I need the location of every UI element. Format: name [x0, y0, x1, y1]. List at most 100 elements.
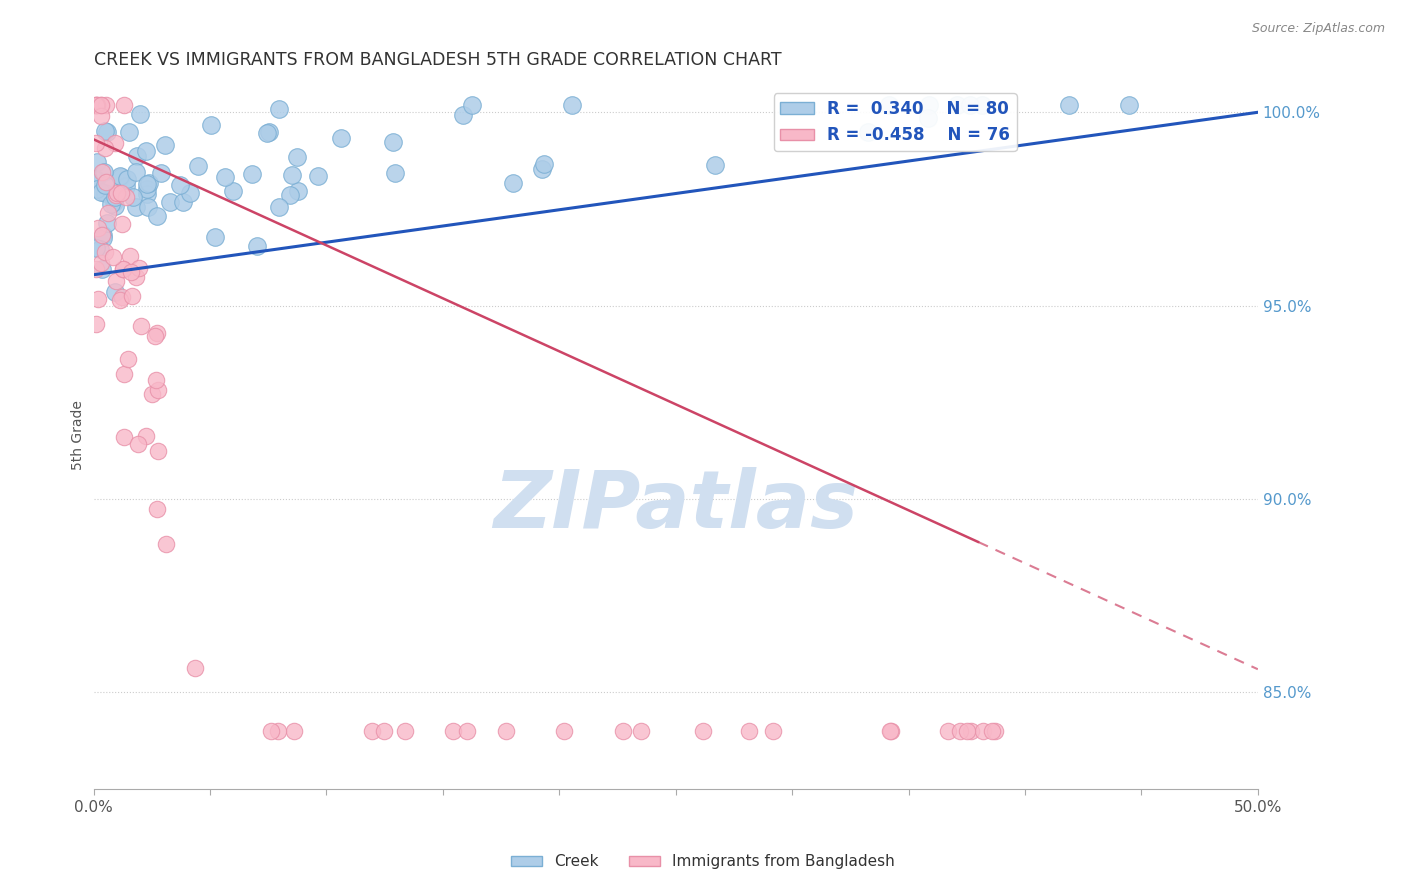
Point: [214, 170, 236, 185]
Point: [267, 724, 290, 739]
Point: [96, 206, 118, 220]
Point: [285, 149, 308, 163]
Point: [93, 231, 115, 245]
Point: [112, 261, 135, 276]
Point: [90, 165, 112, 179]
Point: [136, 200, 159, 214]
Point: [104, 190, 127, 204]
Point: [456, 724, 478, 739]
Point: [877, 97, 900, 112]
Point: [125, 149, 148, 163]
Point: [135, 429, 157, 443]
Point: [762, 724, 785, 739]
Point: [112, 97, 135, 112]
Point: [692, 724, 714, 739]
Point: [104, 274, 127, 288]
Legend: Creek, Immigrants from Bangladesh: Creek, Immigrants from Bangladesh: [505, 848, 901, 875]
Point: [269, 200, 291, 214]
Point: [136, 182, 159, 196]
Point: [91, 227, 114, 242]
Point: [146, 326, 169, 340]
Point: [200, 119, 222, 133]
Point: [946, 97, 969, 112]
Point: [561, 97, 583, 112]
Point: [145, 373, 167, 387]
Point: [128, 107, 150, 121]
Point: [531, 162, 554, 177]
Point: [880, 724, 903, 739]
Point: [108, 169, 131, 183]
Point: [127, 436, 149, 450]
Point: [960, 724, 983, 739]
Point: [112, 368, 135, 382]
Point: [917, 111, 939, 125]
Point: [146, 444, 169, 458]
Point: [124, 200, 146, 214]
Point: [630, 724, 652, 739]
Point: [222, 184, 245, 198]
Point: [90, 97, 112, 112]
Text: CREEK VS IMMIGRANTS FROM BANGLADESH 5TH GRADE CORRELATION CHART: CREEK VS IMMIGRANTS FROM BANGLADESH 5TH …: [94, 51, 782, 69]
Point: [94, 186, 117, 201]
Point: [281, 168, 304, 182]
Point: [204, 230, 226, 244]
Point: [96, 216, 118, 230]
Point: [738, 724, 761, 739]
Point: [183, 660, 205, 674]
Point: [135, 186, 157, 201]
Point: [105, 188, 128, 202]
Point: [879, 724, 901, 739]
Point: [104, 285, 127, 299]
Point: [612, 724, 634, 739]
Point: [90, 186, 112, 200]
Point: [155, 537, 177, 551]
Point: [125, 165, 148, 179]
Point: [115, 178, 138, 193]
Point: [138, 176, 160, 190]
Point: [451, 108, 474, 122]
Point: [117, 172, 139, 186]
Point: [90, 109, 112, 123]
Point: [267, 102, 290, 116]
Point: [122, 190, 145, 204]
Point: [84, 262, 107, 277]
Point: [86, 97, 108, 112]
Point: [86, 154, 108, 169]
Point: [918, 97, 941, 112]
Point: [155, 138, 177, 153]
Point: [87, 292, 110, 306]
Point: [495, 724, 517, 739]
Text: ZIPatlas: ZIPatlas: [494, 467, 858, 545]
Point: [86, 182, 108, 196]
Point: [89, 243, 111, 257]
Point: [100, 197, 122, 211]
Point: [105, 186, 128, 200]
Point: [704, 158, 727, 172]
Point: [84, 172, 107, 186]
Point: [110, 186, 132, 200]
Point: [287, 185, 309, 199]
Point: [240, 167, 263, 181]
Point: [983, 724, 1005, 739]
Point: [108, 293, 131, 307]
Point: [96, 175, 118, 189]
Point: [141, 387, 163, 401]
Point: [858, 125, 880, 139]
Point: [936, 724, 959, 739]
Point: [101, 250, 124, 264]
Point: [394, 724, 416, 739]
Point: [972, 724, 994, 739]
Point: [125, 270, 148, 285]
Point: [246, 239, 269, 253]
Point: [441, 724, 464, 739]
Point: [120, 265, 142, 279]
Point: [94, 124, 117, 138]
Point: [172, 194, 194, 209]
Point: [373, 724, 395, 739]
Point: [111, 290, 134, 304]
Point: [1118, 97, 1140, 112]
Point: [90, 256, 112, 270]
Point: [187, 159, 209, 173]
Point: [149, 166, 172, 180]
Point: [104, 136, 127, 151]
